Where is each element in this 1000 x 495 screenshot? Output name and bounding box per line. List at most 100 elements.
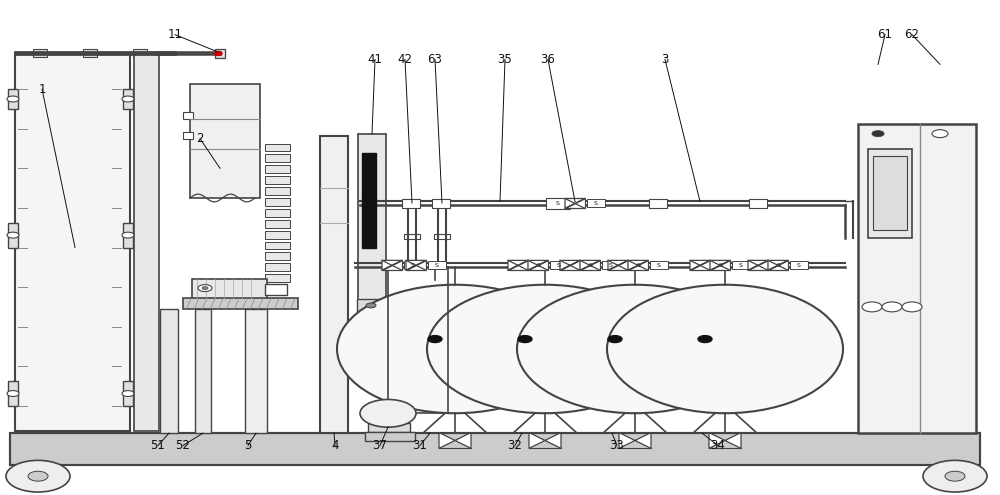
Bar xyxy=(402,199,420,208)
Bar xyxy=(10,433,980,465)
Polygon shape xyxy=(528,260,548,270)
Bar xyxy=(582,261,600,269)
Text: S: S xyxy=(797,263,801,268)
Text: 51: 51 xyxy=(151,439,165,452)
Text: 34: 34 xyxy=(711,439,725,452)
Circle shape xyxy=(214,51,222,55)
Bar xyxy=(858,124,976,433)
Bar xyxy=(265,220,290,228)
Bar xyxy=(8,381,18,406)
Circle shape xyxy=(932,130,948,138)
Text: 42: 42 xyxy=(398,53,413,66)
Bar xyxy=(404,234,420,239)
Polygon shape xyxy=(508,260,528,270)
Circle shape xyxy=(366,303,376,308)
Circle shape xyxy=(518,336,532,343)
Text: S: S xyxy=(435,263,439,268)
Circle shape xyxy=(122,96,134,102)
Bar xyxy=(357,299,385,312)
Bar xyxy=(550,261,568,269)
Polygon shape xyxy=(529,433,561,448)
Bar xyxy=(265,144,290,151)
Bar xyxy=(15,54,130,431)
Text: 41: 41 xyxy=(368,53,382,66)
Bar xyxy=(732,261,750,269)
Bar xyxy=(432,199,450,208)
Text: 3: 3 xyxy=(661,53,669,66)
Text: 61: 61 xyxy=(878,28,893,41)
Bar xyxy=(215,49,225,58)
Ellipse shape xyxy=(427,285,663,413)
Polygon shape xyxy=(439,433,471,448)
Polygon shape xyxy=(628,260,648,270)
Bar xyxy=(602,261,620,269)
Text: S: S xyxy=(594,201,598,206)
Polygon shape xyxy=(619,433,651,448)
Text: 5: 5 xyxy=(244,439,252,452)
Bar xyxy=(265,252,290,260)
Text: 4: 4 xyxy=(331,439,339,452)
Circle shape xyxy=(862,302,882,312)
Ellipse shape xyxy=(607,285,843,413)
Polygon shape xyxy=(768,260,788,270)
Bar xyxy=(770,261,788,269)
Text: 1: 1 xyxy=(38,83,46,96)
Bar xyxy=(192,279,267,299)
Bar xyxy=(712,261,730,269)
Polygon shape xyxy=(382,260,402,270)
Polygon shape xyxy=(768,260,788,270)
Bar xyxy=(183,298,298,309)
Polygon shape xyxy=(608,260,628,270)
Text: 37: 37 xyxy=(373,439,387,452)
Polygon shape xyxy=(690,260,710,270)
Polygon shape xyxy=(748,260,768,270)
Circle shape xyxy=(872,131,884,137)
Bar xyxy=(365,432,415,441)
Bar xyxy=(195,309,211,433)
Bar xyxy=(868,148,912,238)
Bar xyxy=(190,84,260,198)
Polygon shape xyxy=(406,260,426,270)
Bar xyxy=(265,176,290,184)
Bar xyxy=(790,261,808,269)
Bar xyxy=(630,261,648,269)
Polygon shape xyxy=(710,260,730,270)
Polygon shape xyxy=(628,260,648,270)
Polygon shape xyxy=(560,260,580,270)
Circle shape xyxy=(6,460,70,492)
Bar xyxy=(320,136,348,433)
Bar xyxy=(873,156,907,230)
Bar xyxy=(587,199,605,207)
Polygon shape xyxy=(565,198,585,208)
Polygon shape xyxy=(560,260,580,270)
Bar xyxy=(434,234,450,239)
Bar xyxy=(362,153,376,248)
Text: S: S xyxy=(657,263,661,268)
Text: 31: 31 xyxy=(413,439,427,452)
Bar xyxy=(749,199,767,208)
Polygon shape xyxy=(528,260,548,270)
Bar xyxy=(183,112,193,119)
Bar xyxy=(10,433,980,465)
Circle shape xyxy=(7,391,19,396)
Bar xyxy=(530,261,548,269)
Bar xyxy=(549,199,567,208)
Polygon shape xyxy=(710,260,730,270)
Polygon shape xyxy=(565,198,585,208)
Circle shape xyxy=(428,336,442,343)
Circle shape xyxy=(122,391,134,396)
Bar xyxy=(265,263,290,271)
Circle shape xyxy=(7,96,19,102)
Text: S: S xyxy=(411,263,415,268)
Text: S: S xyxy=(777,263,781,268)
Bar xyxy=(160,309,178,433)
Circle shape xyxy=(698,336,712,343)
Text: S: S xyxy=(537,263,541,268)
Polygon shape xyxy=(748,260,768,270)
Bar xyxy=(650,261,668,269)
Text: 36: 36 xyxy=(541,53,555,66)
Text: 2: 2 xyxy=(196,132,204,145)
Text: 62: 62 xyxy=(904,28,920,41)
Bar xyxy=(183,132,193,139)
Text: S: S xyxy=(609,263,613,268)
